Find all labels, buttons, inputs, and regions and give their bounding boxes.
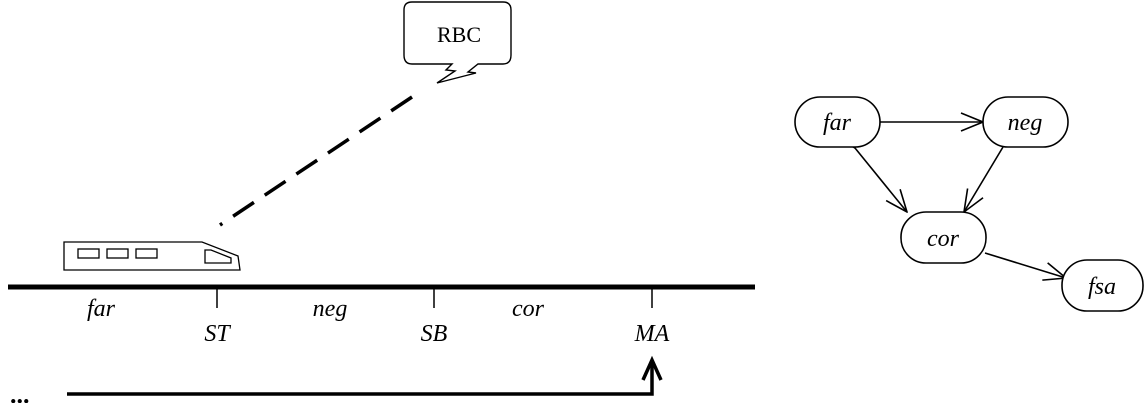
movement-authority-arrow xyxy=(67,363,654,396)
train-window-1 xyxy=(77,248,100,259)
state-node-far: far xyxy=(794,96,881,148)
state-node-neg: neg xyxy=(982,96,1069,148)
movement-authority-arrowhead xyxy=(641,355,663,381)
ellipsis: ... xyxy=(10,380,30,403)
state-label-neg: neg xyxy=(1008,110,1043,136)
track-scenario: RBC far neg cor ST SB MA ... xyxy=(8,1,755,403)
state-diagram: far neg cor fsa xyxy=(794,96,1144,312)
train-windshield xyxy=(204,249,232,264)
marker-label-ma: MA xyxy=(634,321,670,347)
rbc-box: RBC xyxy=(403,1,512,84)
train-window-3 xyxy=(135,248,158,259)
zone-label-cor: cor xyxy=(512,296,545,322)
train-window-2 xyxy=(106,248,129,259)
state-label-far: far xyxy=(823,110,852,136)
state-label-cor: cor xyxy=(927,226,960,252)
edge-far-to-cor xyxy=(855,148,907,212)
edge-neg-to-cor xyxy=(964,146,1004,212)
rbc-label: RBC xyxy=(437,22,481,47)
state-label-fsa: fsa xyxy=(1088,274,1116,300)
marker-label-st: ST xyxy=(204,321,231,347)
rbc-box-outline xyxy=(403,1,512,84)
edge-cor-to-fsa xyxy=(984,252,1066,278)
state-node-cor: cor xyxy=(900,211,987,264)
state-node-fsa: fsa xyxy=(1061,259,1144,312)
zone-label-neg: neg xyxy=(313,296,348,322)
zone-label-far: far xyxy=(87,296,116,322)
radio-link xyxy=(219,95,413,227)
train xyxy=(63,241,241,271)
marker-label-sb: SB xyxy=(421,321,448,347)
